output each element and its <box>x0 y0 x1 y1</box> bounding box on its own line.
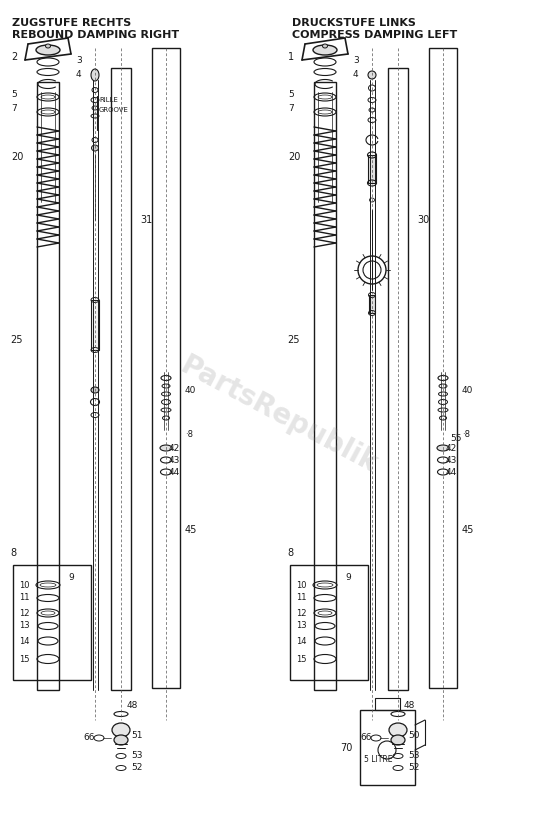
Text: 25: 25 <box>287 335 300 345</box>
Text: 7: 7 <box>11 104 17 113</box>
Ellipse shape <box>313 45 337 55</box>
Ellipse shape <box>114 735 128 745</box>
Text: 50: 50 <box>408 730 420 739</box>
Ellipse shape <box>368 71 376 79</box>
Text: 40: 40 <box>185 386 196 395</box>
Text: 70: 70 <box>340 743 352 753</box>
Text: DRUCKSTUFE LINKS: DRUCKSTUFE LINKS <box>292 18 416 28</box>
Ellipse shape <box>389 723 407 737</box>
Text: 3: 3 <box>76 56 82 65</box>
Text: 4: 4 <box>353 69 359 78</box>
Text: RILLE: RILLE <box>99 97 118 103</box>
Bar <box>37 82 59 690</box>
Bar <box>314 82 336 690</box>
Text: 5: 5 <box>11 90 17 99</box>
Text: 52: 52 <box>131 764 142 773</box>
Text: 3: 3 <box>353 56 359 65</box>
Ellipse shape <box>91 69 99 81</box>
Text: ZUGSTUFE RECHTS: ZUGSTUFE RECHTS <box>12 18 131 28</box>
Text: 44: 44 <box>169 467 180 476</box>
Text: 66: 66 <box>360 734 372 743</box>
Ellipse shape <box>160 445 172 451</box>
Text: 1: 1 <box>288 52 294 62</box>
Text: 53: 53 <box>408 752 420 761</box>
Text: 14: 14 <box>296 636 306 645</box>
Text: REBOUND DAMPING RIGHT: REBOUND DAMPING RIGHT <box>12 30 179 40</box>
Text: 42: 42 <box>169 444 180 453</box>
Text: 11: 11 <box>296 593 306 602</box>
Text: 20: 20 <box>288 152 300 162</box>
Text: 48: 48 <box>127 702 138 711</box>
Bar <box>360 710 415 785</box>
Ellipse shape <box>92 145 99 151</box>
Text: 12: 12 <box>296 609 306 618</box>
Ellipse shape <box>437 445 449 451</box>
Text: 8: 8 <box>287 548 293 558</box>
Text: 25: 25 <box>10 335 22 345</box>
Ellipse shape <box>91 387 99 393</box>
Text: 13: 13 <box>19 622 30 631</box>
Text: 43: 43 <box>169 456 180 465</box>
Text: 13: 13 <box>296 622 307 631</box>
Bar <box>152 48 180 688</box>
Bar <box>111 68 131 690</box>
Text: 9: 9 <box>345 573 351 582</box>
Text: 15: 15 <box>19 654 30 663</box>
Bar <box>369 295 375 313</box>
Ellipse shape <box>36 45 60 55</box>
Text: PartsRepublik: PartsRepublik <box>176 351 382 479</box>
Ellipse shape <box>391 735 405 745</box>
Text: 5 LITRE: 5 LITRE <box>364 756 392 765</box>
Text: 44: 44 <box>446 467 457 476</box>
Text: 12: 12 <box>19 609 30 618</box>
Bar <box>290 565 368 680</box>
Text: 42: 42 <box>446 444 457 453</box>
Text: 45: 45 <box>462 525 474 535</box>
Text: 43: 43 <box>446 456 458 465</box>
Bar <box>13 565 91 680</box>
Text: 20: 20 <box>11 152 23 162</box>
Text: 66: 66 <box>83 734 94 743</box>
Text: 9: 9 <box>68 573 74 582</box>
Text: 52: 52 <box>408 764 420 773</box>
Text: 10: 10 <box>19 581 30 590</box>
Text: COMPRESS DAMPING LEFT: COMPRESS DAMPING LEFT <box>292 30 457 40</box>
Text: 31: 31 <box>140 215 152 225</box>
Text: 30: 30 <box>417 215 429 225</box>
Text: 8: 8 <box>10 548 16 558</box>
Text: 5: 5 <box>288 90 294 99</box>
Ellipse shape <box>46 44 51 48</box>
Text: 4: 4 <box>76 69 81 78</box>
Bar <box>375 698 400 710</box>
Text: 10: 10 <box>296 581 306 590</box>
Bar <box>91 300 99 350</box>
Bar <box>368 155 376 183</box>
Bar <box>388 68 408 690</box>
Ellipse shape <box>112 723 130 737</box>
Text: 14: 14 <box>19 636 30 645</box>
Text: 15: 15 <box>296 654 306 663</box>
Text: 45: 45 <box>185 525 198 535</box>
Bar <box>429 48 457 688</box>
Ellipse shape <box>323 44 328 48</box>
Text: ·8: ·8 <box>462 430 470 439</box>
Text: 51: 51 <box>131 730 142 739</box>
Text: 48: 48 <box>404 702 415 711</box>
Text: 53: 53 <box>131 752 142 761</box>
Text: 55: 55 <box>450 434 461 443</box>
Text: 7: 7 <box>288 104 294 113</box>
Text: 40: 40 <box>462 386 473 395</box>
Text: ·8: ·8 <box>185 430 193 439</box>
Text: 2: 2 <box>11 52 17 62</box>
Text: 11: 11 <box>19 593 30 602</box>
Text: GROOVE: GROOVE <box>99 107 129 113</box>
